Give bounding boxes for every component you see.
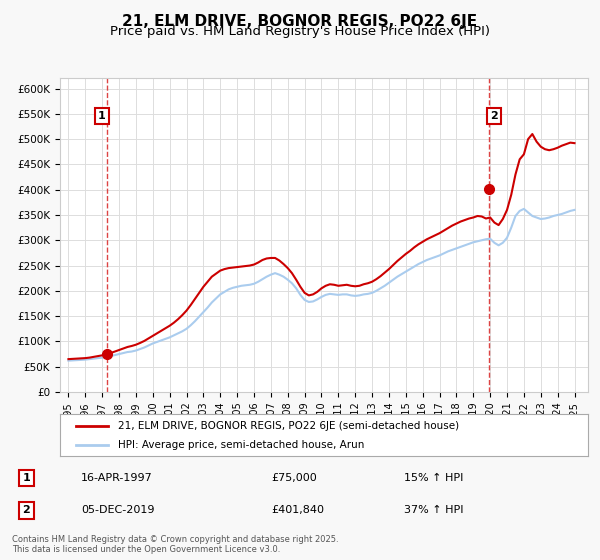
Text: 2: 2	[23, 505, 30, 515]
Text: 37% ↑ HPI: 37% ↑ HPI	[404, 505, 463, 515]
Text: £75,000: £75,000	[271, 473, 317, 483]
Text: £401,840: £401,840	[271, 505, 324, 515]
Text: 21, ELM DRIVE, BOGNOR REGIS, PO22 6JE (semi-detached house): 21, ELM DRIVE, BOGNOR REGIS, PO22 6JE (s…	[118, 421, 459, 431]
Text: 15% ↑ HPI: 15% ↑ HPI	[404, 473, 463, 483]
Text: Contains HM Land Registry data © Crown copyright and database right 2025.
This d: Contains HM Land Registry data © Crown c…	[12, 535, 338, 554]
Text: 16-APR-1997: 16-APR-1997	[81, 473, 153, 483]
Text: 1: 1	[98, 111, 106, 121]
Text: Price paid vs. HM Land Registry's House Price Index (HPI): Price paid vs. HM Land Registry's House …	[110, 25, 490, 38]
Text: 1: 1	[23, 473, 30, 483]
Text: 05-DEC-2019: 05-DEC-2019	[81, 505, 155, 515]
Text: HPI: Average price, semi-detached house, Arun: HPI: Average price, semi-detached house,…	[118, 440, 364, 450]
Text: 2: 2	[490, 111, 498, 121]
Text: 21, ELM DRIVE, BOGNOR REGIS, PO22 6JE: 21, ELM DRIVE, BOGNOR REGIS, PO22 6JE	[122, 14, 478, 29]
